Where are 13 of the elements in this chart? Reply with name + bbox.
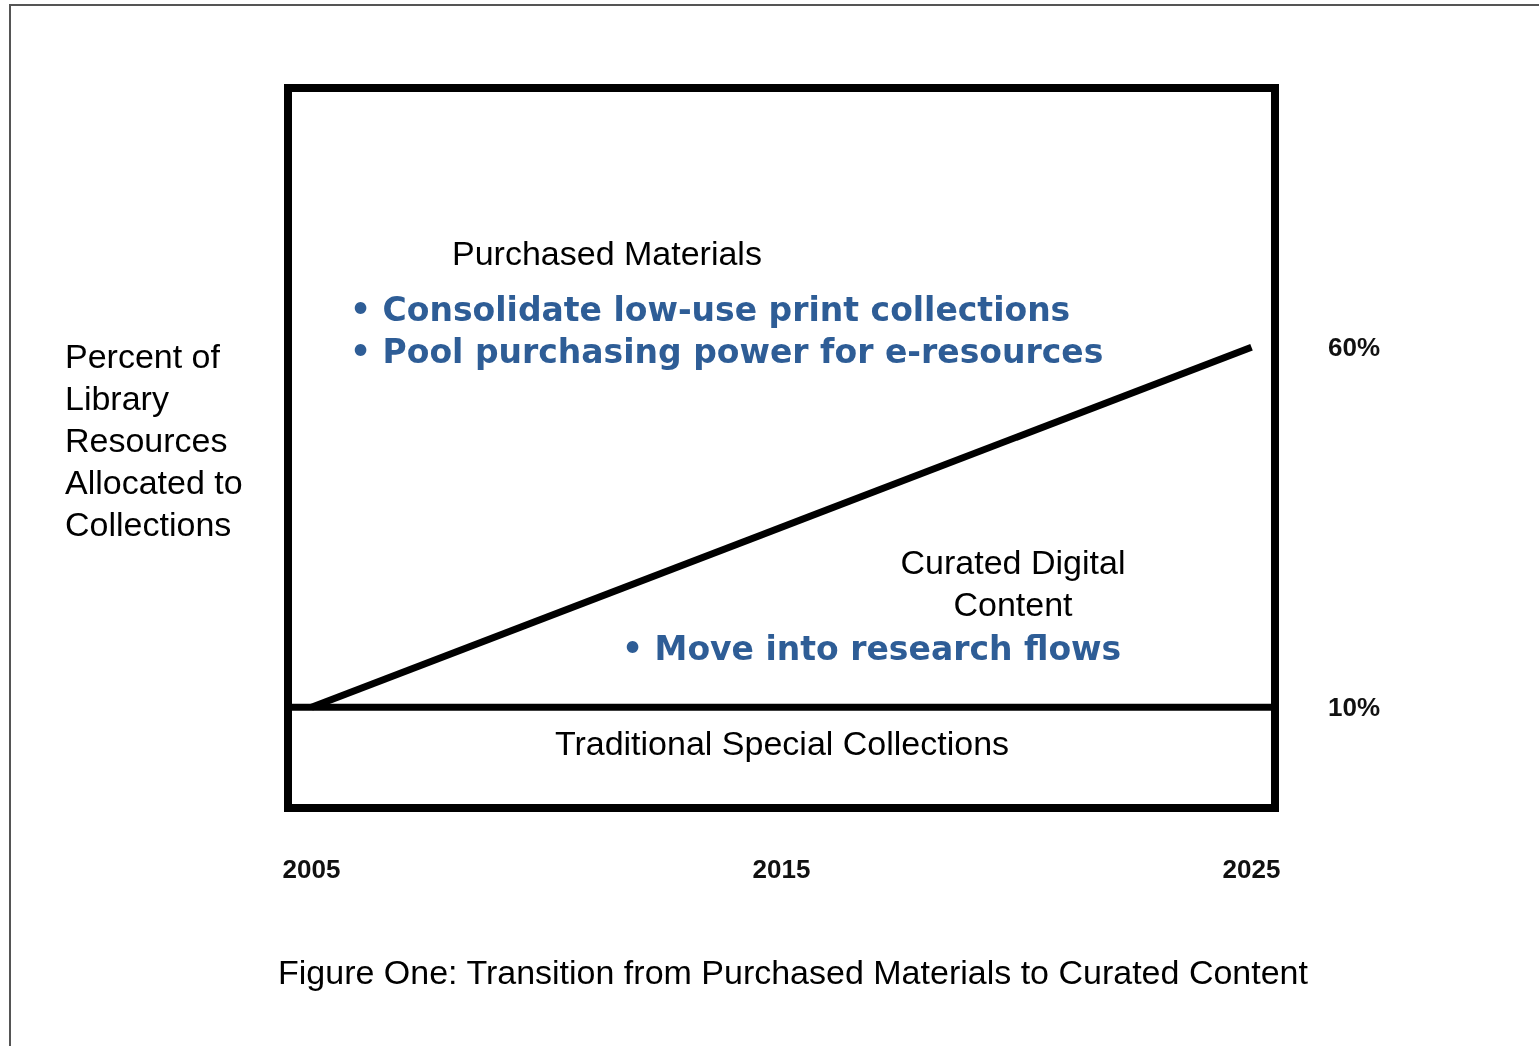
annotation: Purchased Materials	[452, 234, 762, 272]
x-tick-label: 2015	[752, 854, 811, 884]
annotation: Curated Digital Content	[900, 543, 1126, 623]
y-tick-label: 10%	[1327, 692, 1381, 723]
text: Figure One: Transition from Purchased Materials to Curated Content	[278, 953, 1309, 991]
x-tick-label: 2025	[1222, 854, 1281, 884]
y-axis-title: Percent of Library Resources Allocated to Collections	[65, 337, 243, 543]
annotation: • Consolidate low-use print collections	[350, 290, 1071, 329]
annotation: • Move into research flows	[622, 629, 1122, 668]
annotation: Traditional Special Collections	[554, 724, 1010, 762]
annotation: • Pool purchasing power for e-resources	[350, 332, 1104, 371]
x-tick-label: 2005	[282, 854, 341, 884]
y-tick-label: 60%	[1327, 332, 1381, 363]
